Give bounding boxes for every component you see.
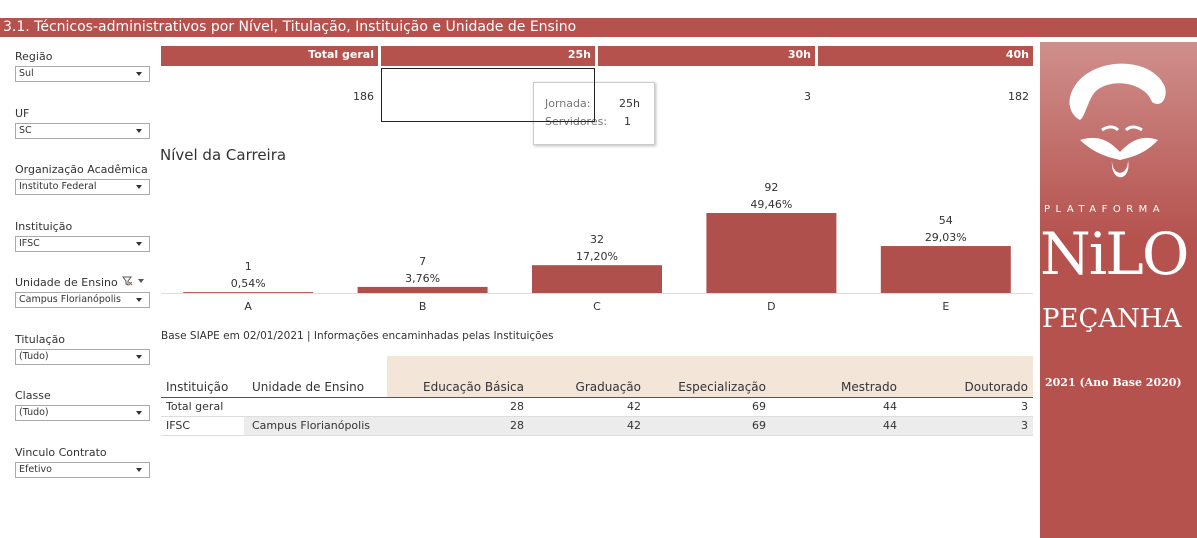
- x-tick-label: C: [593, 300, 601, 313]
- column-header: Doutorado: [828, 380, 1028, 394]
- bar-percent-label: 0,54%: [231, 277, 266, 290]
- filter-label: UF: [15, 107, 29, 120]
- filter-dropdown[interactable]: IFSC: [15, 236, 150, 252]
- filter-label: Unidade de Ensino: [15, 276, 146, 289]
- bar: [358, 287, 488, 293]
- bar-percent-label: 49,46%: [750, 198, 792, 211]
- hours-value: 182: [818, 90, 1029, 103]
- filter-icon[interactable]: [122, 276, 146, 286]
- page-title: 3.1. Técnicos-administrativos por Nível,…: [0, 18, 1197, 37]
- bar: [706, 213, 836, 293]
- brand-kicker: PLATAFORMA: [1044, 204, 1165, 215]
- row-label: Total geral: [166, 400, 223, 413]
- filter-dropdown[interactable]: (Tudo): [15, 405, 150, 421]
- column-header: 40h: [818, 48, 1029, 61]
- bar: [532, 265, 662, 293]
- page: 3.1. Técnicos-administrativos por Nível,…: [0, 0, 1197, 538]
- bar-count-label: 1: [245, 260, 252, 273]
- x-tick-label: B: [419, 300, 427, 313]
- x-tick-label: E: [942, 300, 949, 313]
- filter-dropdown[interactable]: Campus Florianópolis: [15, 292, 150, 308]
- filter-label: Titulação: [15, 333, 65, 346]
- career-chart: 1 0,54% A 7 3,76% B 32 17,20% C 92 49,46% D 54 29,03%…: [161, 172, 1033, 318]
- bar-count-label: 54: [939, 214, 953, 227]
- bar-percent-label: 3,76%: [405, 272, 440, 285]
- x-tick-label: A: [244, 300, 252, 313]
- filter-dropdown[interactable]: Instituto Federal: [15, 179, 150, 195]
- filter-dropdown[interactable]: (Tudo): [15, 349, 150, 365]
- filter-dropdown[interactable]: SC: [15, 123, 150, 139]
- brand-edition: 2021 (Ano Base 2020): [1045, 376, 1182, 389]
- tooltip-value: 1: [624, 115, 631, 128]
- bar: [881, 246, 1011, 293]
- chart-title: Nível da Carreira: [160, 146, 286, 164]
- column-header: Total geral: [161, 48, 374, 61]
- row-rule: [161, 435, 1033, 436]
- table-value: 3: [828, 419, 1028, 432]
- bar: [183, 292, 313, 293]
- hours-value: 186: [161, 90, 374, 103]
- brand-name: NiLO: [1040, 220, 1187, 288]
- bar-count-label: 7: [419, 255, 426, 268]
- brand-surname: PEÇANHA: [1042, 304, 1181, 334]
- filter-dropdown[interactable]: Sul: [15, 66, 150, 82]
- bar-count-label: 32: [590, 233, 604, 246]
- column-header: 30h: [598, 48, 811, 61]
- bar-count-label: 92: [764, 181, 778, 194]
- logo-face: [1040, 42, 1197, 202]
- note: Base SIAPE em 02/01/2021 | Informações e…: [161, 330, 554, 342]
- filter-label: Região: [15, 50, 52, 63]
- filter-label: Vinculo Contrato: [15, 446, 107, 459]
- bar-percent-label: 29,03%: [925, 231, 967, 244]
- hours-value: 3: [598, 90, 811, 103]
- filter-label: Organização Acadêmica: [15, 163, 148, 176]
- x-tick-label: D: [767, 300, 775, 313]
- selected-cell: [381, 68, 595, 122]
- table-value: 3: [828, 400, 1028, 413]
- bar-percent-label: 17,20%: [576, 250, 618, 263]
- filter-label: Classe: [15, 389, 51, 402]
- filter-dropdown[interactable]: Efetivo: [15, 462, 150, 478]
- header-rule: [161, 397, 1033, 398]
- column-header: Instituição: [166, 380, 228, 394]
- brand-panel: PLATAFORMA NiLO PEÇANHA 2021 (Ano Base 2…: [1040, 42, 1197, 538]
- row-label: IFSC: [166, 419, 190, 432]
- column-header: 25h: [381, 48, 591, 61]
- filter-label: Instituição: [15, 220, 72, 233]
